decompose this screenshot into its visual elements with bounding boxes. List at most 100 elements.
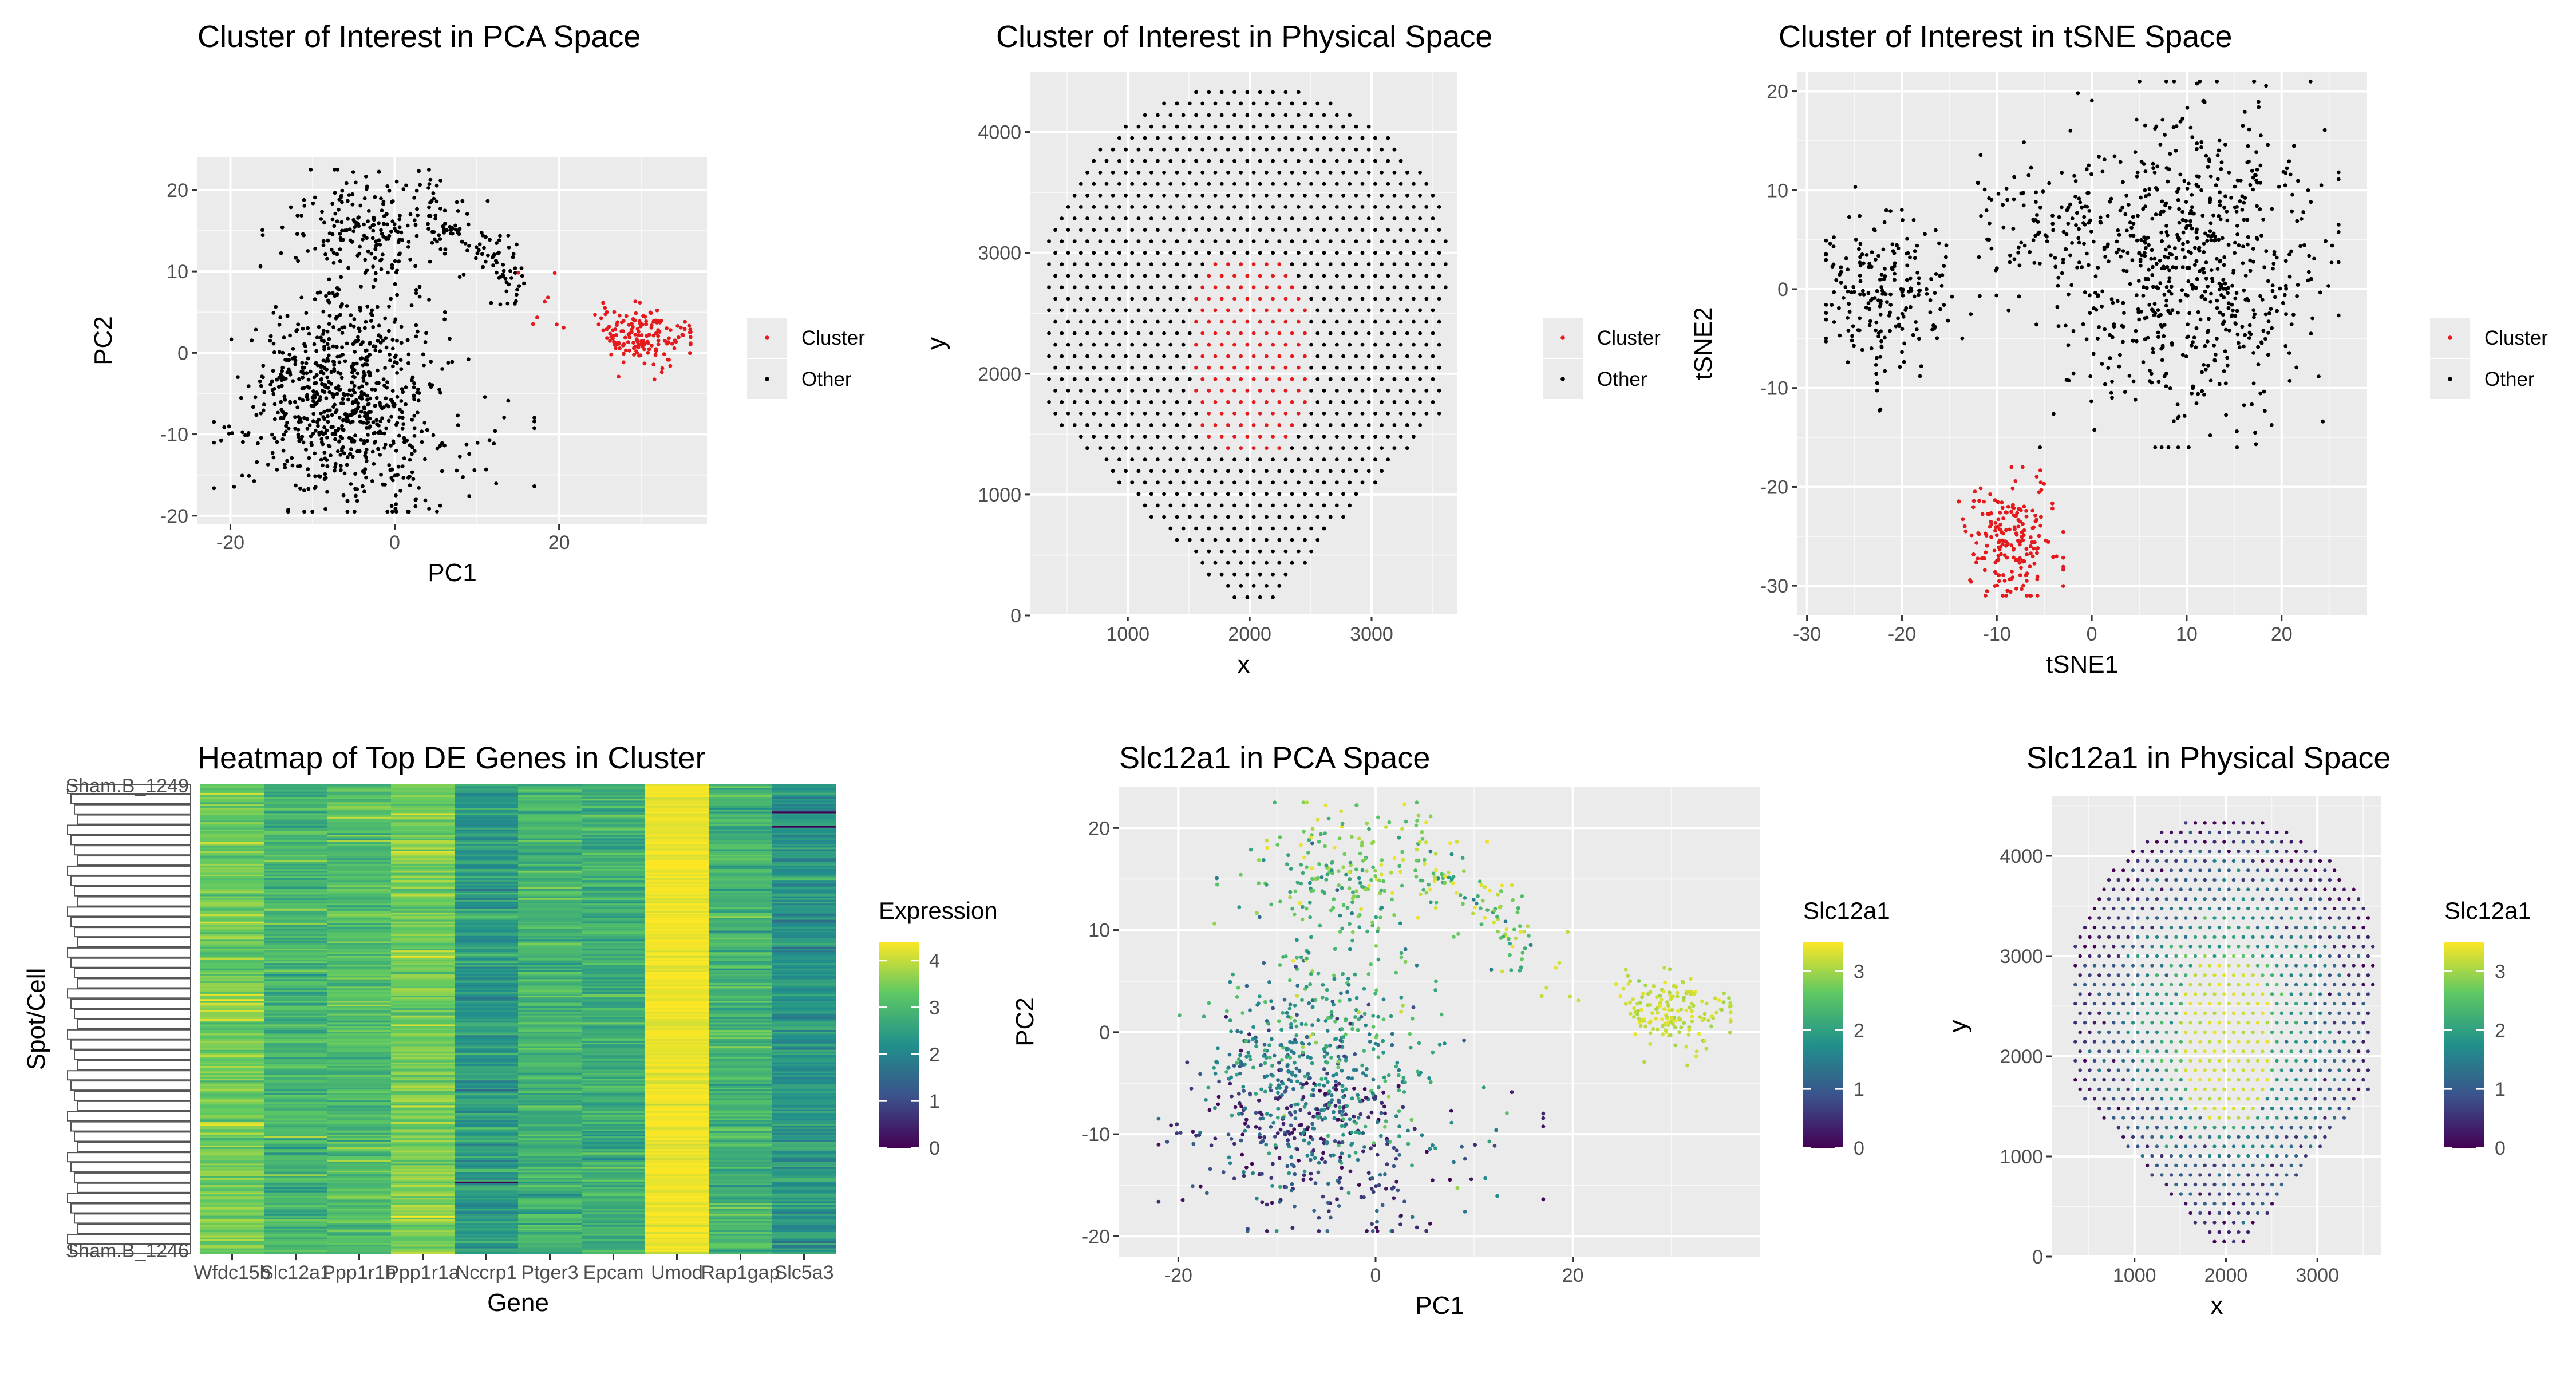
heatmap-cell — [455, 1226, 519, 1229]
other-point — [2188, 219, 2193, 223]
other-point — [327, 390, 332, 394]
other-point — [1239, 147, 1243, 152]
other-point — [1322, 319, 1326, 324]
other-point — [2154, 212, 2158, 216]
other-point — [1251, 101, 1256, 106]
other-point — [1334, 205, 1339, 209]
other-point — [1830, 303, 1834, 307]
other-point — [1136, 331, 1141, 335]
heatmap-cell — [264, 1162, 328, 1164]
heatmap-cell — [200, 1147, 264, 1150]
other-point — [412, 385, 416, 389]
heatmap-cell — [327, 835, 392, 838]
other-point — [2134, 117, 2139, 122]
other-point — [1187, 354, 1192, 358]
heatmap-cell — [264, 863, 328, 866]
other-point — [1418, 194, 1423, 198]
other-point — [1072, 400, 1077, 404]
cluster-point — [1219, 274, 1224, 278]
cluster-point — [2028, 535, 2033, 539]
cluster-point — [1303, 308, 1307, 313]
other-point — [381, 482, 385, 487]
other-point — [1251, 538, 1256, 542]
other-point — [1187, 262, 1192, 267]
other-point — [2210, 277, 2214, 281]
heatmap-cell — [455, 842, 519, 844]
other-point — [1143, 435, 1147, 439]
heatmap-cell — [391, 990, 455, 993]
other-point — [347, 436, 351, 440]
other-point — [2178, 119, 2183, 124]
other-point — [1245, 503, 1250, 508]
other-point — [2169, 291, 2174, 296]
heatmap-cell — [327, 952, 392, 955]
other-point — [1156, 503, 1160, 508]
other-point — [373, 278, 378, 282]
other-point — [341, 493, 346, 498]
other-point — [2168, 311, 2172, 315]
heatmap-cell — [391, 1245, 455, 1247]
other-point — [1168, 526, 1173, 531]
other-point — [1360, 480, 1365, 485]
other-point — [1143, 412, 1147, 416]
cluster-point — [681, 333, 685, 337]
other-point — [2158, 259, 2162, 263]
cluster-point — [2061, 530, 2065, 534]
cluster-point — [1258, 342, 1262, 347]
cluster-point — [1283, 365, 1288, 370]
other-point — [1431, 262, 1435, 267]
other-point — [466, 357, 471, 362]
heatmap-cell — [200, 1219, 264, 1222]
cluster-point — [1984, 550, 1988, 555]
other-point — [409, 303, 414, 307]
other-point — [2068, 202, 2072, 207]
other-point — [2164, 384, 2168, 389]
other-point — [310, 510, 314, 514]
heatmap-cell — [200, 966, 264, 969]
heatmap-cell — [200, 793, 264, 796]
heatmap-cell — [455, 1190, 519, 1193]
heatmap-cell — [264, 1120, 328, 1123]
other-point — [1913, 256, 1917, 260]
other-point — [1309, 297, 1314, 301]
heatmap-cell — [327, 1165, 392, 1168]
other-point — [2336, 170, 2341, 175]
other-point — [2166, 445, 2171, 449]
other-point — [2078, 200, 2083, 204]
other-point — [2202, 242, 2206, 246]
other-point — [314, 349, 319, 353]
other-point — [2237, 243, 2241, 247]
cluster-point — [1989, 535, 1993, 539]
other-point — [1424, 181, 1429, 186]
cluster-point — [635, 339, 640, 344]
heatmap-cell — [391, 1221, 455, 1223]
heatmap-cell — [200, 1221, 264, 1223]
other-point — [2177, 207, 2182, 211]
other-point — [2208, 433, 2212, 437]
other-point — [2109, 196, 2113, 201]
cluster-point — [2044, 538, 2048, 543]
other-point — [2264, 249, 2269, 254]
other-point — [461, 475, 465, 479]
other-point — [1226, 583, 1230, 588]
heatmap-cell — [327, 1123, 392, 1126]
other-point — [1412, 319, 1416, 324]
other-point — [1405, 285, 1409, 290]
cluster-point — [2016, 524, 2021, 529]
heatmap-cell — [200, 956, 264, 958]
heatmap-cell — [391, 1076, 455, 1079]
other-point — [321, 332, 325, 336]
heatmap-cell — [327, 1210, 392, 1213]
other-point — [2142, 239, 2147, 244]
heatmap-cell — [327, 1154, 392, 1157]
other-point — [1850, 334, 1855, 338]
other-point — [501, 269, 506, 273]
heatmap-cell — [200, 1013, 264, 1016]
other-point — [2089, 399, 2093, 404]
heatmap-cell — [455, 952, 519, 955]
heatmap-cell — [200, 1028, 264, 1030]
other-point — [1341, 239, 1345, 243]
cluster-point — [642, 342, 647, 346]
other-point — [297, 439, 302, 443]
heatmap-cell — [264, 811, 328, 814]
